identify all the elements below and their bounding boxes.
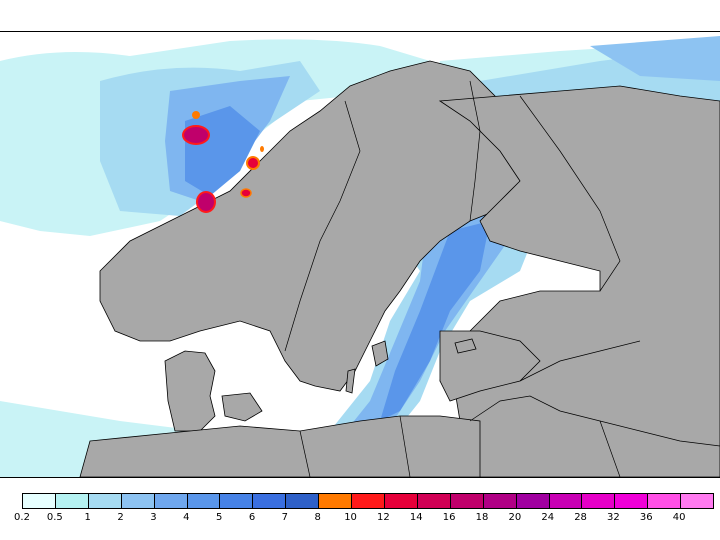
legend-swatch xyxy=(253,494,287,508)
legend-swatch xyxy=(582,494,616,508)
legend-swatch xyxy=(154,494,188,508)
legend-tick-label: 36 xyxy=(639,512,653,523)
legend-tick-label: 20 xyxy=(508,512,522,523)
legend-tick-label: 2 xyxy=(117,512,124,523)
legend-tick-label: 8 xyxy=(314,512,321,523)
legend-swatch xyxy=(417,494,451,508)
legend-tick-label: 18 xyxy=(475,512,489,523)
legend-tick-label: 10 xyxy=(344,512,357,523)
legend-swatch xyxy=(549,494,583,508)
legend-tick-label: 5 xyxy=(215,512,223,523)
legend-swatch xyxy=(286,494,320,508)
legend-swatch xyxy=(648,494,682,508)
legend-swatch xyxy=(483,494,517,508)
precip-heavy-cells xyxy=(182,111,264,213)
legend-swatch xyxy=(516,494,550,508)
legend-swatch xyxy=(319,494,353,508)
legend-swatch xyxy=(450,494,484,508)
legend-tick-label: 1 xyxy=(84,512,91,523)
legend-swatch xyxy=(55,494,89,508)
precipitation-map xyxy=(0,31,720,478)
legend-swatch xyxy=(88,494,122,508)
color-scale-labels: 0.2 0.5 1 2 3 4 5 6 7 8 10 12 14 16 18 20 24 28 32 36 40 xyxy=(0,512,720,526)
legend-tick-label: 16 xyxy=(442,512,456,523)
color-scale-bar xyxy=(22,493,714,509)
legend-swatch xyxy=(681,494,714,508)
legend-tick-label: 28 xyxy=(574,512,587,523)
map-canvas xyxy=(0,36,720,477)
country-borders xyxy=(284,80,720,477)
legend-swatch xyxy=(187,494,221,508)
legend-swatch xyxy=(352,494,385,508)
legend-tick-label: 7 xyxy=(281,512,289,523)
legend-swatch xyxy=(121,494,155,508)
precip-field-baltic-band xyxy=(290,171,540,477)
legend-tick-label: 40 xyxy=(672,512,686,523)
legend-tick-label: 3 xyxy=(150,512,157,523)
legend-tick-label: 32 xyxy=(607,512,620,523)
legend-tick-label: 4 xyxy=(183,512,190,523)
land-masses xyxy=(79,60,720,477)
legend-swatch xyxy=(615,494,649,508)
legend-tick-label: 0.5 xyxy=(46,512,63,523)
legend-tick-label: 12 xyxy=(377,512,390,523)
legend-tick-label: 24 xyxy=(541,512,555,523)
legend-swatch xyxy=(23,494,56,508)
legend-tick-label: 0.2 xyxy=(14,512,30,523)
legend-tick-label: 6 xyxy=(248,512,256,523)
legend-swatch xyxy=(220,494,254,508)
legend-tick-label: 14 xyxy=(409,512,423,523)
legend-swatch xyxy=(384,494,418,508)
